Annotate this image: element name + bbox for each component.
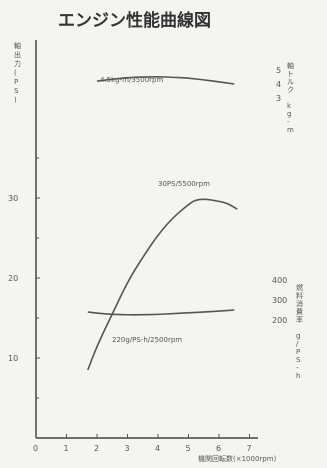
x-tick-label: 2 (94, 444, 99, 453)
y-ticks-right-bottom: 400 300 200 (272, 276, 287, 325)
y-axis-left-label: 軸出力(P S) (14, 41, 21, 104)
x-ticks: 0 1 2 3 4 5 6 7 (33, 434, 252, 453)
y-left-tick-label: 20 (8, 274, 18, 283)
torque-curve (96, 76, 235, 85)
fuel-annotation: 220g/PS-h/2500rpm (112, 336, 182, 344)
y-ticks-right-top: 5 4 3 (276, 66, 281, 103)
y-right-top-tick-label: 3 (276, 94, 281, 103)
chart-title: エンジン性能曲線図 (58, 10, 211, 31)
power-curve (87, 198, 238, 371)
y-axis-right-bottom-label: 燃料消費率 g / P S -h (296, 283, 303, 380)
x-tick-label: 3 (125, 444, 130, 453)
y-right-bottom-tick-label: 200 (272, 316, 287, 325)
torque-annotation: 4.5kg-m/3500rpm (100, 76, 163, 84)
x-axis-label: 機関回転数(×1000rpm) (198, 454, 277, 463)
x-tick-label: 7 (247, 444, 252, 453)
power-annotation: 30PS/5500rpm (158, 180, 210, 188)
y-right-bottom-tick-label: 300 (272, 296, 287, 305)
y-left-tick-label: 10 (8, 354, 18, 363)
y-axis-right-top-label: 軸トルク k g -m (287, 61, 294, 134)
x-tick-label: 6 (216, 444, 221, 453)
fuel-consumption-curve (87, 309, 235, 316)
y-right-top-tick-label: 4 (276, 80, 281, 89)
x-tick-label: 1 (64, 444, 69, 453)
y-right-bottom-tick-label: 400 (272, 276, 287, 285)
y-left-tick-label: 30 (8, 194, 18, 203)
y-ticks-left: 10 20 30 (8, 157, 40, 399)
y-right-top-tick-label: 5 (276, 66, 281, 75)
x-tick-label: 0 (33, 444, 38, 453)
x-tick-label: 5 (186, 444, 191, 453)
series-group (87, 76, 238, 371)
x-tick-label: 4 (155, 444, 160, 453)
